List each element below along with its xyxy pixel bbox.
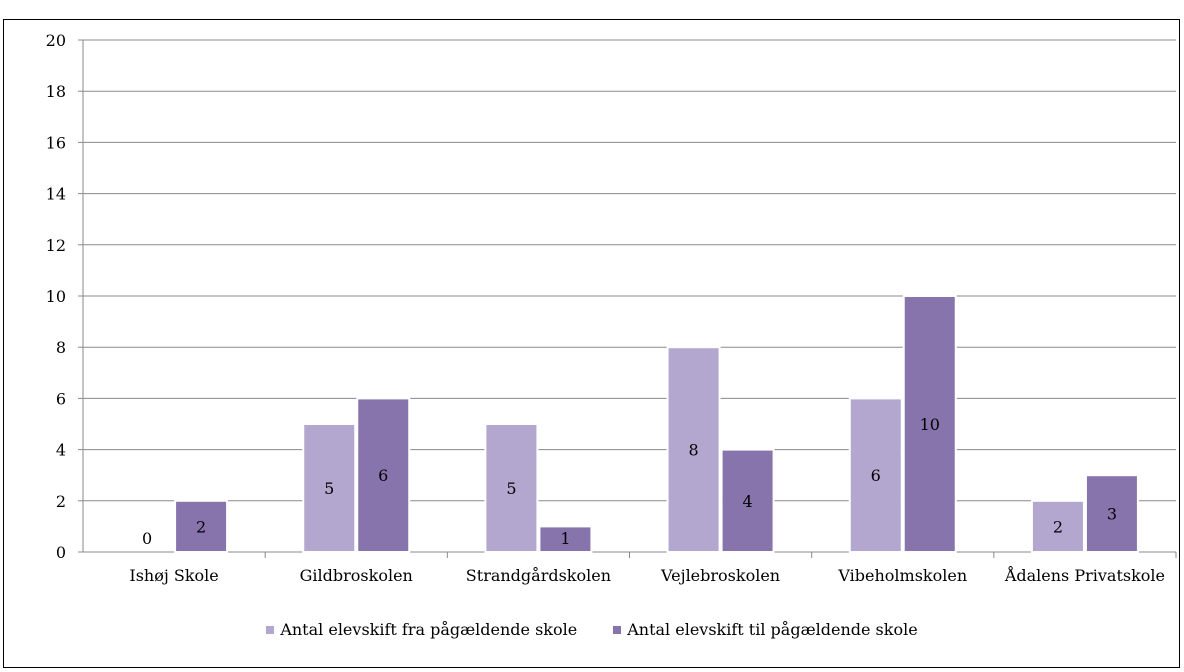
y-tick-label: 8 — [56, 338, 66, 357]
y-tick-label: 20 — [46, 31, 66, 50]
y-tick-label: 12 — [46, 236, 66, 255]
data-label: 8 — [688, 441, 698, 460]
data-label: 1 — [560, 529, 570, 548]
bar — [902, 295, 957, 553]
bar — [848, 397, 903, 553]
bar — [484, 423, 539, 553]
legend-item-til: Antal elevskift til pågældende skole — [613, 620, 918, 639]
chart-frame — [3, 19, 1180, 668]
data-label: 2 — [196, 517, 206, 536]
x-tick-label: Strandgårdskolen — [466, 566, 611, 585]
legend-swatch-fra — [266, 625, 275, 634]
y-tick-label: 0 — [56, 543, 66, 562]
bar — [1030, 499, 1085, 553]
y-tick-label: 10 — [46, 287, 66, 306]
data-label: 6 — [871, 466, 881, 485]
y-tick-label: 18 — [46, 82, 66, 101]
legend-label-fra: Antal elevskift fra pågældende skole — [280, 620, 578, 639]
data-label: 5 — [324, 479, 334, 498]
data-label: 5 — [506, 479, 516, 498]
legend-swatch-til — [613, 625, 622, 634]
bar — [720, 448, 775, 554]
bar — [302, 423, 357, 553]
x-tick-label: Vibeholmskolen — [837, 566, 967, 585]
bar — [666, 346, 721, 554]
y-tick-label: 14 — [46, 185, 66, 204]
y-tick-label: 2 — [56, 492, 66, 511]
bar — [1084, 474, 1139, 554]
legend-item-fra: Antal elevskift fra pågældende skole — [266, 620, 577, 639]
bar — [174, 499, 229, 553]
y-tick-label: 16 — [46, 133, 66, 152]
data-label: 3 — [1107, 505, 1117, 524]
x-tick-label: Gildbroskolen — [300, 566, 413, 585]
legend: Antal elevskift fra pågældende skole Ant… — [0, 620, 1184, 639]
data-label: 2 — [1053, 517, 1063, 536]
y-tick-label: 4 — [56, 441, 66, 460]
data-label: 6 — [378, 466, 388, 485]
legend-label-til: Antal elevskift til pågældende skole — [627, 620, 918, 639]
x-tick-label: Ådalens Privatskole — [1004, 565, 1165, 585]
data-label: 4 — [742, 492, 752, 511]
x-tick-label: Vejlebroskolen — [660, 566, 780, 585]
bar — [356, 397, 411, 553]
x-tick-label: Ishøj Skole — [129, 566, 218, 585]
data-label: 0 — [142, 529, 152, 548]
data-label: 10 — [920, 415, 940, 434]
y-tick-label: 6 — [56, 389, 66, 408]
bar — [538, 525, 593, 554]
